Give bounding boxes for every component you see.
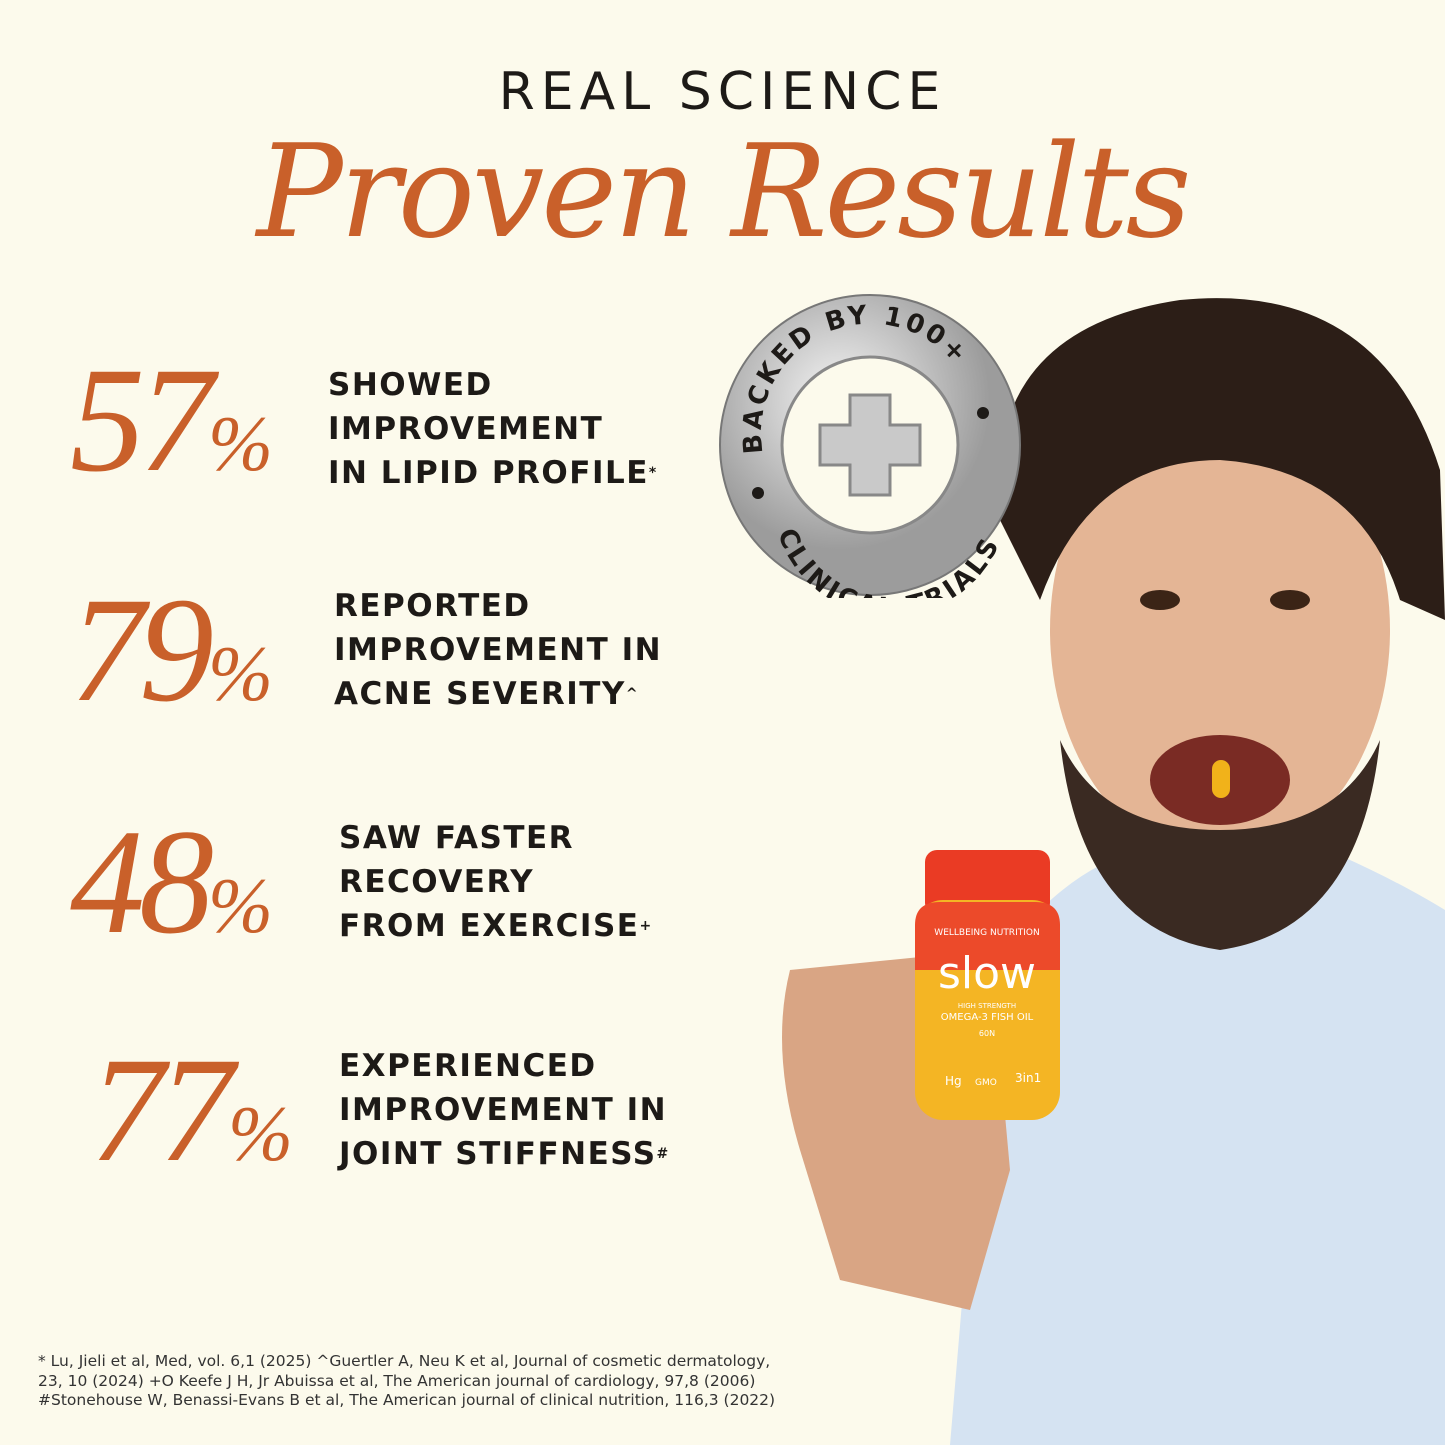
stat-value: 57 <box>70 337 214 503</box>
plus-cross-icon <box>818 393 922 497</box>
footnote-line: #Stonehouse W, Benassi-Evans B et al, Th… <box>38 1391 776 1409</box>
percent-sign: % <box>208 400 273 487</box>
bottle-product: OMEGA-3 FISH OIL <box>941 1012 1034 1023</box>
footnote-line: * Lu, Jieli et al, Med, vol. 6,1 (2025) … <box>38 1352 771 1370</box>
capsule <box>1212 760 1230 798</box>
percent-sign: % <box>208 630 273 717</box>
stat-description: SHOWED IMPROVEMENT IN LIPID PROFILE* <box>328 363 688 495</box>
right-eye <box>1270 590 1310 610</box>
bottle-name: slow <box>938 948 1036 999</box>
stat-value: 48 <box>70 799 214 965</box>
dot-icon <box>752 487 764 499</box>
bottle-tag: GMO <box>975 1078 997 1088</box>
percent-sign: % <box>208 862 273 949</box>
page-title: Proven Results <box>256 118 1192 267</box>
bottle-subtitle: HIGH STRENGTH <box>958 1002 1016 1010</box>
stat-description: SAW FASTER RECOVERY FROM EXERCISE+ <box>339 816 699 948</box>
left-eye <box>1140 590 1180 610</box>
man-holding-bottle-photo: WELLBEING NUTRITION slow HIGH STRENGTH O… <box>782 298 1445 1445</box>
desc-line: SHOWED <box>328 367 493 403</box>
dot-icon <box>977 407 989 419</box>
percent-sign: % <box>228 1090 293 1177</box>
clinical-trials-badge: BACKED BY 100+ CLINICAL TRIALS <box>719 294 1021 598</box>
desc-line: JOINT STIFFNESS# <box>339 1136 670 1172</box>
desc-line: REPORTED <box>334 588 531 624</box>
bottle-brand: WELLBEING NUTRITION <box>934 928 1039 938</box>
bottle-cap <box>925 850 1050 915</box>
desc-line: IMPROVEMENT IN <box>339 1092 668 1128</box>
footnotes: * Lu, Jieli et al, Med, vol. 6,1 (2025) … <box>38 1352 798 1411</box>
desc-line: IN LIPID PROFILE* <box>328 455 658 491</box>
stat-value: 77 <box>90 1027 234 1193</box>
curly-hair <box>998 298 1445 620</box>
desc-line: ACNE SEVERITY^ <box>334 676 640 712</box>
desc-line: IMPROVEMENT <box>328 411 604 447</box>
stat-value: 79 <box>70 567 214 733</box>
face <box>1050 400 1390 860</box>
desc-line: EXPERIENCED <box>339 1048 597 1084</box>
bottle-tag: Hg <box>945 1074 962 1088</box>
desc-line: IMPROVEMENT IN <box>334 632 663 668</box>
bottle-count: 60N <box>979 1029 995 1038</box>
eyebrow-heading: REAL SCIENCE <box>498 62 947 122</box>
stat-description: EXPERIENCED IMPROVEMENT IN JOINT STIFFNESS… <box>339 1044 739 1176</box>
desc-line: SAW FASTER <box>339 820 575 856</box>
desc-line: RECOVERY <box>339 864 535 900</box>
polo-shirt <box>950 830 1445 1445</box>
beard <box>1060 740 1380 950</box>
bottle-tag: 3in1 <box>1015 1071 1041 1085</box>
stat-description: REPORTED IMPROVEMENT IN ACNE SEVERITY^ <box>334 584 734 716</box>
desc-line: FROM EXERCISE+ <box>339 908 653 944</box>
footnote-line: 23, 10 (2024) +O Keefe J H, Jr Abuissa e… <box>38 1371 756 1390</box>
